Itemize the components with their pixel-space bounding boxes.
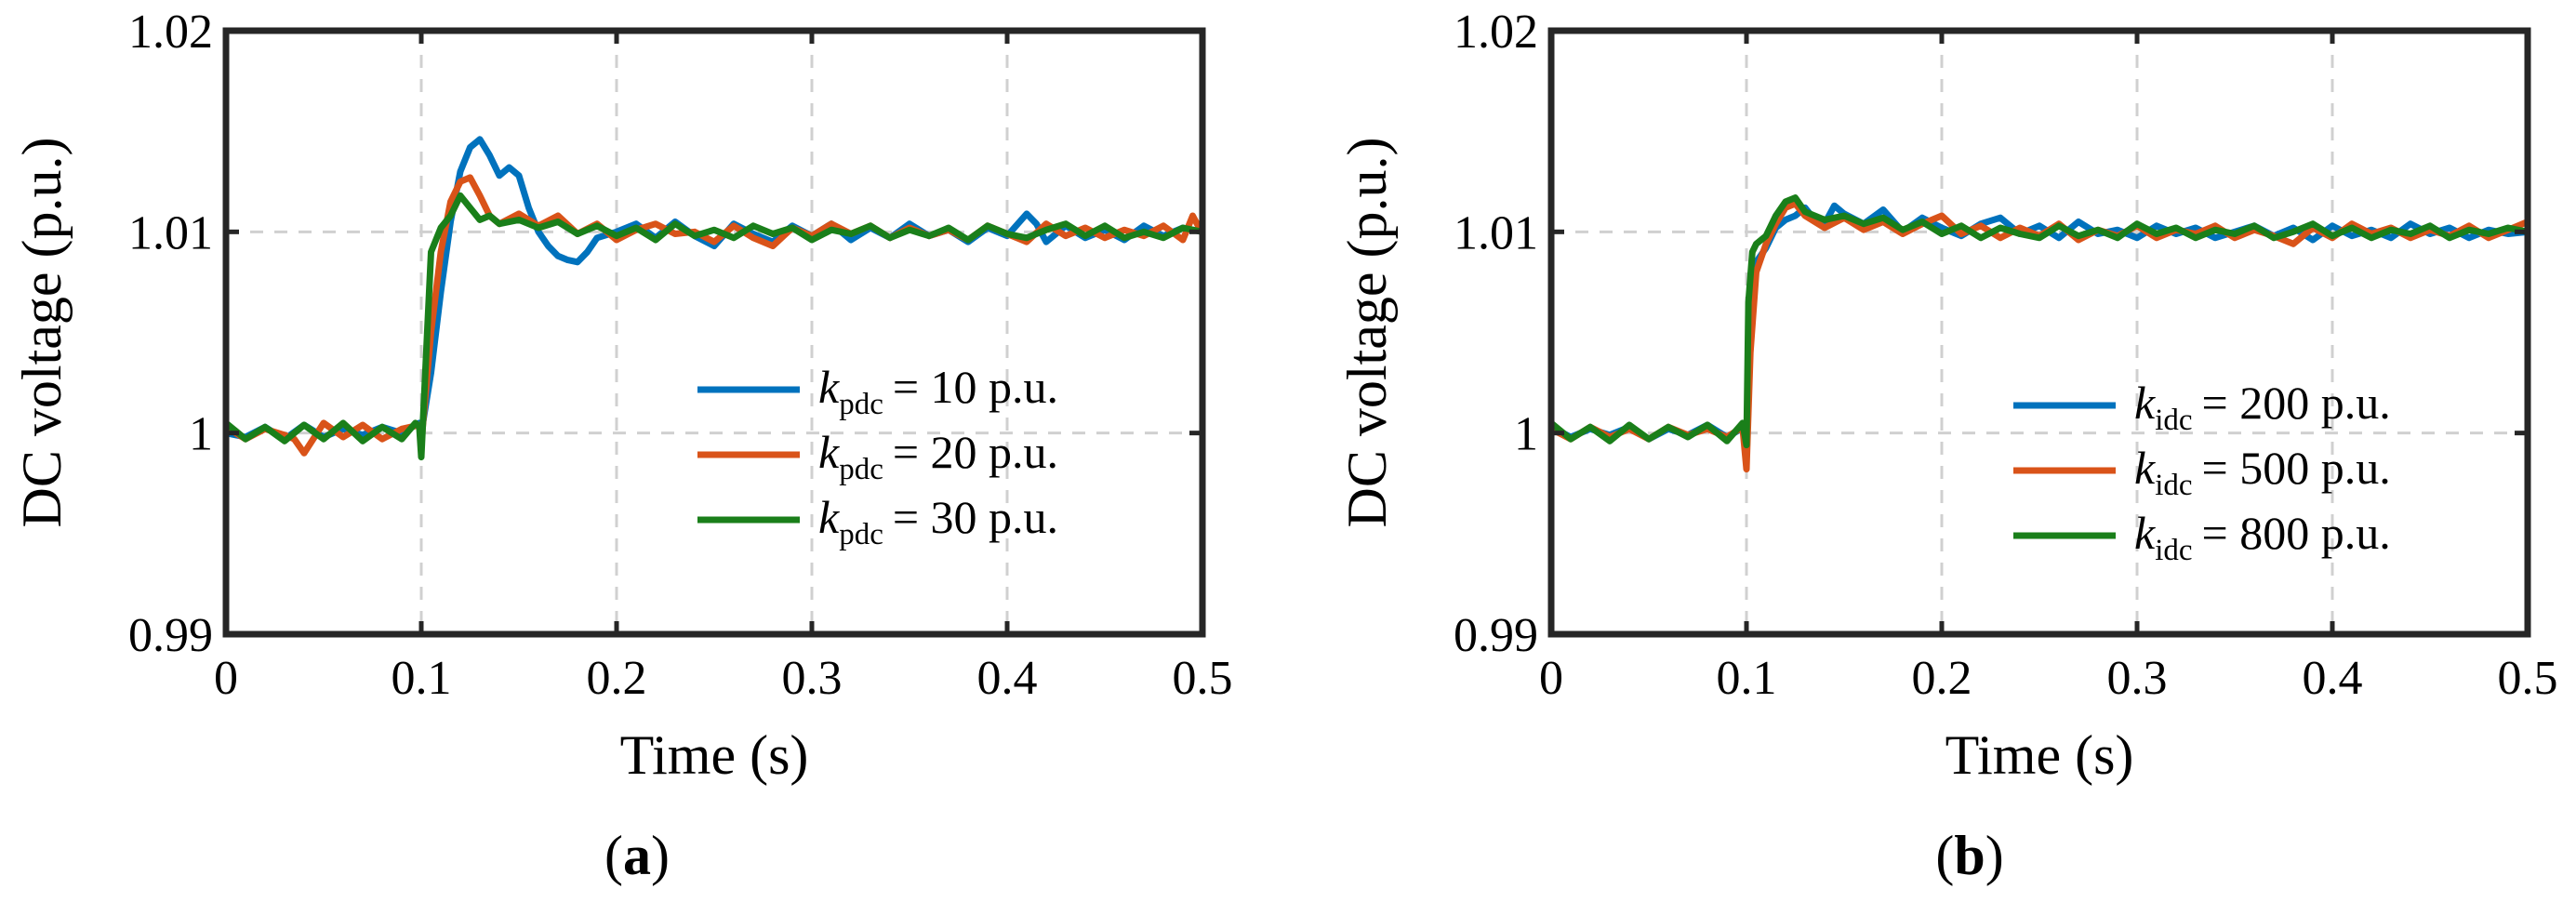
chart-panel-a: 0 0.1 0.2 0.3 0.4 0.5 0.99 1 1.01 1.02 Time (s) DC … [11, 6, 1233, 886]
legend: kpdc = 10 p.u.kpdc = 20 p.u.kpdc = 30 p.u. [697, 361, 1058, 551]
legend-entry-label: kpdc = 20 p.u. [818, 426, 1058, 486]
legend-entry-label: kidc = 800 p.u. [2134, 507, 2391, 567]
plot-frame [222, 27, 1206, 638]
x-axis-label: Time (s) [620, 724, 809, 786]
y-tick-label: 1.02 [1454, 6, 1538, 59]
x-tick-label: 0.4 [977, 652, 1038, 705]
y-tick-label: 1 [1514, 408, 1538, 461]
y-axis-label: DC voltage (p.u.) [1336, 138, 1398, 528]
chart-panel-b: 0 0.1 0.2 0.3 0.4 0.5 0.99 1 1.01 1.02 Time (s) DC … [1336, 6, 2558, 886]
x-tick-label: 0.3 [782, 652, 843, 705]
y-tick-label: 0.99 [1454, 609, 1538, 662]
y-tick-label: 1 [189, 408, 213, 461]
x-tick-label: 0.1 [1717, 652, 1777, 705]
legend-entry-label: kidc = 200 p.u. [2134, 377, 2391, 437]
series-line-b-3 [1551, 194, 2528, 449]
x-tick-label: 0.1 [392, 652, 452, 705]
series-line-a-3 [226, 192, 1202, 461]
y-tick-label: 0.99 [128, 609, 213, 662]
panel-label: (a) [604, 825, 670, 886]
plot-frame [1547, 27, 2531, 638]
y-axis-label: DC voltage (p.u.) [11, 138, 73, 528]
x-tick-label: 0 [214, 652, 238, 705]
x-tick-label: 0.4 [2303, 652, 2363, 705]
x-tick-label: 0.2 [1912, 652, 1972, 705]
y-tick-label: 1.01 [128, 206, 213, 259]
x-axis-label: Time (s) [1945, 724, 2134, 786]
x-tick-label: 0.5 [1173, 652, 1233, 705]
panel-label: (b) [1935, 825, 2003, 886]
legend: kidc = 200 p.u.kidc = 500 p.u.kidc = 800 p.… [2013, 377, 2391, 567]
x-tick-label: 0.3 [2107, 652, 2168, 705]
y-tick-label: 1.01 [1454, 206, 1538, 259]
x-tick-label: 0.2 [587, 652, 647, 705]
legend-entry-label: kpdc = 30 p.u. [818, 491, 1058, 551]
y-tick-label: 1.02 [128, 6, 213, 59]
legend-entry-label: kidc = 500 p.u. [2134, 442, 2391, 502]
x-tick-label: 0.5 [2498, 652, 2558, 705]
legend-entry-label: kpdc = 10 p.u. [818, 361, 1058, 421]
x-tick-label: 0 [1539, 652, 1563, 705]
